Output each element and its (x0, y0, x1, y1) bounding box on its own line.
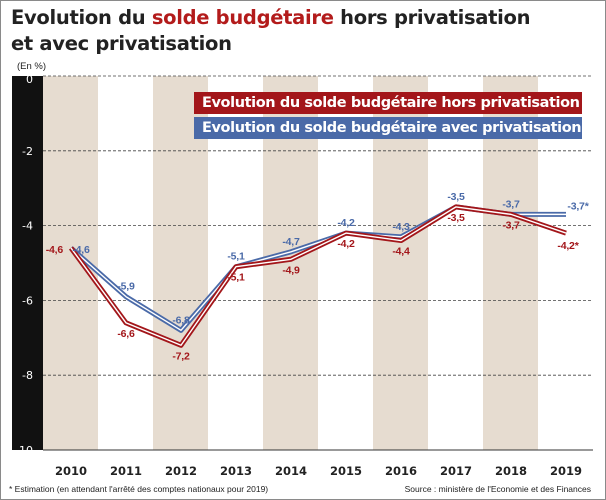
x-tick-label: 2011 (110, 464, 142, 478)
y-axis-bar (12, 76, 43, 450)
x-tick-label: 2016 (385, 464, 417, 478)
series-line-hors-privatisation-inner (70, 206, 567, 346)
data-label-hors-2014: -4,9 (282, 264, 300, 276)
title-part-1: Evolution du (11, 6, 152, 29)
title-part-2: hors privatisation (333, 6, 531, 29)
data-label-avec-2015: -4,2 (337, 217, 355, 229)
data-label-hors-2016: -4,4 (392, 246, 410, 258)
y-tick-label: 0 (26, 73, 33, 86)
y-tick-label: -6 (22, 294, 33, 307)
data-label-hors-2013: -5,1 (227, 272, 245, 284)
data-label-avec-2017: -3,5 (447, 191, 465, 203)
footnote: * Estimation (en attendant l'arrêté des … (9, 484, 269, 494)
data-label-avec-2013: -5,1 (227, 251, 245, 263)
data-label-hors-2018: -3,7 (502, 219, 520, 231)
legend-entry-avec-privatisation: Evolution du solde budgétaire avec priva… (194, 117, 582, 139)
data-label-hors-2017: -3,5 (447, 212, 465, 224)
x-tick-label: 2019 (550, 464, 582, 478)
x-tick-label: 2013 (220, 464, 252, 478)
title-highlight: solde budgétaire (151, 6, 334, 29)
data-label-avec-2018: -3,7 (502, 198, 520, 210)
unit-label: (En %) (17, 61, 47, 72)
data-label-avec-2012: -6,8 (172, 314, 190, 326)
x-tick-label: 2010 (55, 464, 87, 478)
data-label-hors-2011: -6,6 (117, 328, 135, 340)
data-label-avec-2011: -5,9 (117, 281, 135, 293)
x-tick-label: 2018 (495, 464, 527, 478)
y-tick-label: -10 (15, 444, 33, 457)
x-tick-label: 2017 (440, 464, 472, 478)
legend-entry-hors-privatisation: Evolution du solde budgétaire hors priva… (194, 92, 582, 114)
y-tick-label: -2 (22, 145, 33, 158)
source-note: Source : ministère de l'Economie et des … (404, 484, 591, 494)
x-tick-label: 2015 (330, 464, 362, 478)
line-chart: 0 -2 -4 -6 -8 -10 2010 2011 2012 2013 2014 2015 2016… (12, 73, 593, 478)
data-label-hors-2012: -7,2 (172, 350, 190, 362)
data-label-hors-2010: -4,6 (46, 244, 64, 256)
data-label-avec-2014: -4,7 (282, 236, 300, 248)
chart-title-line-2: et avec privatisation (11, 32, 232, 55)
chart-title-line-1: Evolution du solde budgétaire hors priva… (11, 6, 531, 29)
x-tick-label: 2012 (165, 464, 197, 478)
data-label-hors-2015: -4,2 (337, 238, 355, 250)
x-tick-label: 2014 (275, 464, 307, 478)
y-tick-label: -4 (22, 220, 33, 233)
y-tick-label: -8 (22, 369, 33, 382)
data-label-avec-2010: -4,6 (72, 244, 90, 256)
data-label-hors-2019: -4,2* (557, 240, 579, 252)
data-label-avec-2019: -3,7* (567, 200, 589, 212)
data-label-avec-2016: -4,3 (392, 221, 410, 233)
